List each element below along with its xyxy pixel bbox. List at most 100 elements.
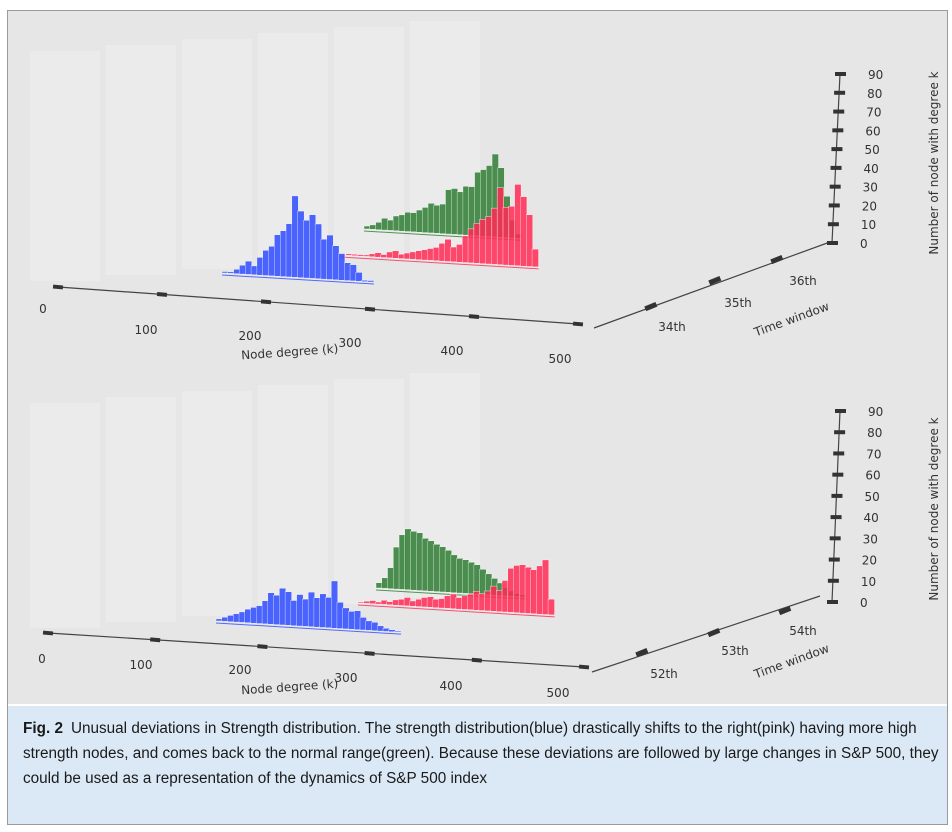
bar-top-green-15 <box>451 188 458 235</box>
z-tick-mark-bottom-5 <box>831 493 843 498</box>
back-pane-bottom-3 <box>258 385 328 610</box>
bar-bottom-blue-17 <box>313 597 321 628</box>
z-tick-mark-top-9 <box>835 72 846 76</box>
bar-top-green-6 <box>398 214 406 232</box>
bar-top-blue-24 <box>361 279 369 282</box>
z-tick-mark-bottom-7 <box>833 451 845 456</box>
z-tick-label-top-9: 90 <box>868 68 883 82</box>
bar-top-blue-22 <box>349 264 357 282</box>
z-tick-label-bottom-8: 80 <box>867 426 882 440</box>
bar-bottom-pink-17 <box>455 597 463 610</box>
z-tick-label-top-4: 40 <box>864 162 879 176</box>
back-pane-top-1 <box>106 45 176 275</box>
z-tick-label-top-5: 50 <box>864 143 879 157</box>
bar-top-blue-18 <box>326 234 334 280</box>
bar-bottom-pink-14 <box>438 598 446 609</box>
bar-bottom-pink-24 <box>496 590 503 612</box>
bar-bottom-pink-1 <box>363 601 371 604</box>
bar-bottom-green-1 <box>381 577 389 589</box>
bar-top-pink-19 <box>450 246 458 263</box>
x-tick-label-bottom-0: 0 <box>38 652 46 666</box>
z-tick-label-bottom-7: 70 <box>866 447 881 461</box>
bar-top-pink-1 <box>345 253 353 256</box>
bar-bottom-blue-7 <box>256 605 264 624</box>
x-tick-mark-top-1 <box>156 291 168 297</box>
x-tick-mark-top-3 <box>364 306 376 312</box>
x-tick-mark-top-5 <box>572 321 584 327</box>
bar-bottom-blue-29 <box>382 628 390 632</box>
z-tick-mark-top-4 <box>830 165 842 170</box>
y-tick-label-bottom-0: 52th <box>650 667 678 681</box>
bar-top-blue-25 <box>367 280 375 283</box>
bar-top-pink-6 <box>374 252 382 258</box>
bar-top-green-12 <box>433 204 441 234</box>
back-pane-top-2 <box>182 39 252 269</box>
bar-bottom-pink-23 <box>490 585 498 612</box>
y-tick-mark-bottom-0 <box>635 647 649 658</box>
bar-top-pink-7 <box>380 254 388 258</box>
bar-bottom-green-11 <box>439 546 447 593</box>
bar-top-pink-2 <box>351 254 359 256</box>
bar-bottom-green-14 <box>456 558 464 594</box>
bar-top-blue-8 <box>268 246 276 277</box>
bar-top-pink-32 <box>526 214 533 267</box>
bar-top-pink-29 <box>508 206 516 266</box>
x-tick-label-bottom-4: 400 <box>440 679 463 693</box>
bar-bottom-green-8 <box>421 538 429 592</box>
figure-label: Fig. 2 <box>23 720 63 737</box>
z-tick-mark-bottom-8 <box>834 430 846 435</box>
bar-bottom-blue-3 <box>233 613 240 623</box>
bar-bottom-blue-31 <box>394 630 402 633</box>
series-baseline-bottom-pink <box>357 604 555 618</box>
x-tick-label-bottom-2: 200 <box>229 663 252 677</box>
bar-bottom-blue-13 <box>290 600 298 626</box>
z-tick-label-bottom-0: 0 <box>860 596 868 610</box>
bar-top-pink-15 <box>427 248 434 261</box>
bar-top-pink-17 <box>438 243 446 262</box>
z-tick-label-top-2: 20 <box>862 199 877 213</box>
bar-top-blue-7 <box>262 250 270 276</box>
x-tick-label-top-5: 500 <box>549 352 572 366</box>
bar-bottom-blue-28 <box>377 625 384 632</box>
bar-bottom-pink-18 <box>461 595 469 610</box>
bar-top-blue-12 <box>291 195 299 278</box>
x-tick-mark-bottom-2 <box>257 644 268 650</box>
bar-bottom-blue-16 <box>307 591 315 627</box>
bar-bottom-blue-2 <box>227 615 235 622</box>
y-tick-label-bottom-2: 54th <box>789 624 817 638</box>
bar-top-blue-4 <box>245 260 252 275</box>
bar-bottom-pink-27 <box>513 565 521 613</box>
z-tick-mark-bottom-6 <box>832 472 844 477</box>
bar-top-pink-3 <box>357 254 365 257</box>
z-tick-label-top-6: 60 <box>865 124 880 138</box>
bar-bottom-blue-24 <box>354 610 361 630</box>
bar-top-pink-24 <box>479 219 487 264</box>
z-tick-mark-top-3 <box>829 184 841 189</box>
y-tick-label-top-2: 36th <box>789 274 817 288</box>
bar-bottom-blue-6 <box>250 607 258 624</box>
z-tick-label-top-8: 80 <box>867 87 882 101</box>
z-tick-mark-bottom-4 <box>830 515 842 520</box>
x-tick-label-top-2: 200 <box>239 329 262 343</box>
y-tick-mark-top-1 <box>708 275 722 286</box>
bar-bottom-pink-2 <box>369 600 377 604</box>
bar-top-green-17 <box>462 186 470 236</box>
back-pane-bottom-1 <box>106 397 176 622</box>
z-tick-mark-top-2 <box>828 203 840 208</box>
x-tick-mark-bottom-4 <box>471 657 482 663</box>
y-tick-mark-bottom-1 <box>707 627 721 638</box>
z-tick-mark-top-5 <box>831 147 843 152</box>
bar-top-pink-31 <box>520 196 528 267</box>
bar-top-blue-10 <box>280 230 287 277</box>
bar-bottom-green-4 <box>398 534 406 590</box>
bar-bottom-pink-0 <box>357 601 365 604</box>
bar-top-green-3 <box>381 218 389 231</box>
x-tick-mark-bottom-0 <box>42 630 54 636</box>
bar-bottom-pink-32 <box>542 559 550 615</box>
bar-bottom-pink-5 <box>386 601 394 606</box>
bar-top-green-9 <box>416 209 424 233</box>
bar-top-blue-11 <box>285 223 293 278</box>
bar-top-pink-10 <box>398 253 405 259</box>
bar-top-pink-30 <box>514 184 522 266</box>
